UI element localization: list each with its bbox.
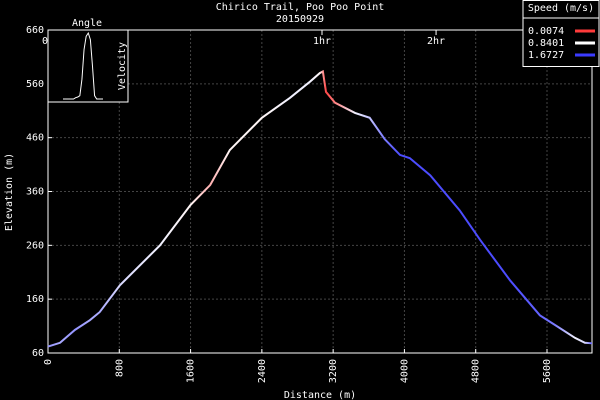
x-tick-label: 1600 <box>186 359 197 383</box>
inset-ylabel: Velocity <box>117 42 128 90</box>
inset-line <box>63 31 103 100</box>
x-tick-label: 4800 <box>471 359 482 383</box>
legend-title: Speed (m/s) <box>528 3 594 14</box>
y-tick-label: 560 <box>26 79 44 90</box>
x-tick-label: 4000 <box>399 359 410 383</box>
x-tick-label: 2400 <box>257 359 268 383</box>
elevation-line <box>47 69 593 348</box>
y-tick-label: 160 <box>26 294 44 305</box>
legend-label: 0.8401 <box>528 38 564 49</box>
x-tick-label: 800 <box>114 359 125 377</box>
inset-frame <box>47 29 129 103</box>
x2-tick-label: 1hr <box>313 36 331 47</box>
x-axis-label: Distance (m) <box>284 390 356 400</box>
chart-title: Chirico Trail, Poo Poo Point <box>216 2 385 13</box>
x2-tick-label: 2hr <box>427 36 445 47</box>
inset-title: Angle <box>72 18 102 29</box>
y-tick-label: 460 <box>26 133 44 144</box>
x-tick-label: 5600 <box>542 359 553 383</box>
y-tick-label: 60 <box>32 348 44 359</box>
x-tick-label: 0 <box>43 359 54 365</box>
plot-frame <box>47 29 593 354</box>
y-tick-label: 360 <box>26 187 44 198</box>
y-axis-label: Elevation (m) <box>4 153 15 231</box>
y-tick-label: 260 <box>26 240 44 251</box>
chart-subtitle: 20150929 <box>276 14 324 25</box>
x-tick-label: 3200 <box>328 359 339 383</box>
legend-label: 1.6727 <box>528 50 564 61</box>
y-tick-label: 660 <box>26 25 44 36</box>
legend-label: 0.0074 <box>528 26 564 37</box>
